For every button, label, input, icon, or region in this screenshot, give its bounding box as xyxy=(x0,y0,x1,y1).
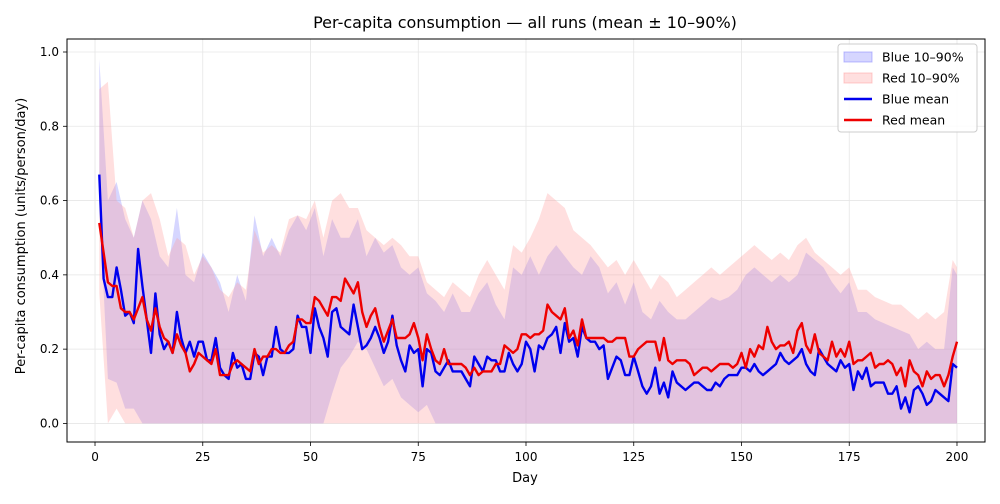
legend-swatch xyxy=(843,72,873,84)
x-axis-label: Day xyxy=(512,471,538,486)
x-tick-label: 75 xyxy=(411,450,426,464)
legend-box xyxy=(837,43,978,133)
legend: Blue 10–90% Red 10–90% Blue mean Red mean xyxy=(837,43,978,133)
line-blue-mean xyxy=(98,174,958,414)
y-tick-label: 0.0 xyxy=(40,416,59,430)
legend-label: Blue 10–90% xyxy=(882,50,964,65)
y-tick-label: 0.6 xyxy=(40,194,59,208)
line-red-mean xyxy=(98,222,959,388)
legend-label: Blue mean xyxy=(882,92,949,107)
legend-swatch xyxy=(843,51,873,63)
x-tick-label: 50 xyxy=(303,450,318,464)
y-tick-label: 0.2 xyxy=(40,342,59,356)
x-tick-label: 125 xyxy=(622,450,645,464)
x-tick-label: 100 xyxy=(515,450,538,464)
y-tick-label: 1.0 xyxy=(40,45,59,59)
band-layer xyxy=(99,59,958,424)
x-tick-label: 200 xyxy=(946,450,969,464)
x-tick-label: 150 xyxy=(730,450,753,464)
tick-layer: 0 25 50 75 100 125 150 175 200 0.0 0.2 0.4 0.6 0.8 1.0 xyxy=(40,45,969,464)
y-axis-label: Per-capita consumption (units/person/day… xyxy=(14,98,29,374)
band-blue-10-90 xyxy=(99,59,958,424)
band-red-10-90 xyxy=(99,81,958,424)
y-tick-label: 0.8 xyxy=(40,119,59,133)
x-tick-label: 25 xyxy=(195,450,210,464)
chart-title: Per-capita consumption — all runs (mean … xyxy=(313,13,737,32)
y-tick-label: 0.4 xyxy=(40,268,59,282)
x-tick-label: 0 xyxy=(91,450,99,464)
line-layer xyxy=(98,174,959,414)
legend-label: Red mean xyxy=(882,113,945,128)
x-tick-label: 175 xyxy=(838,450,861,464)
legend-label: Red 10–90% xyxy=(882,71,960,86)
